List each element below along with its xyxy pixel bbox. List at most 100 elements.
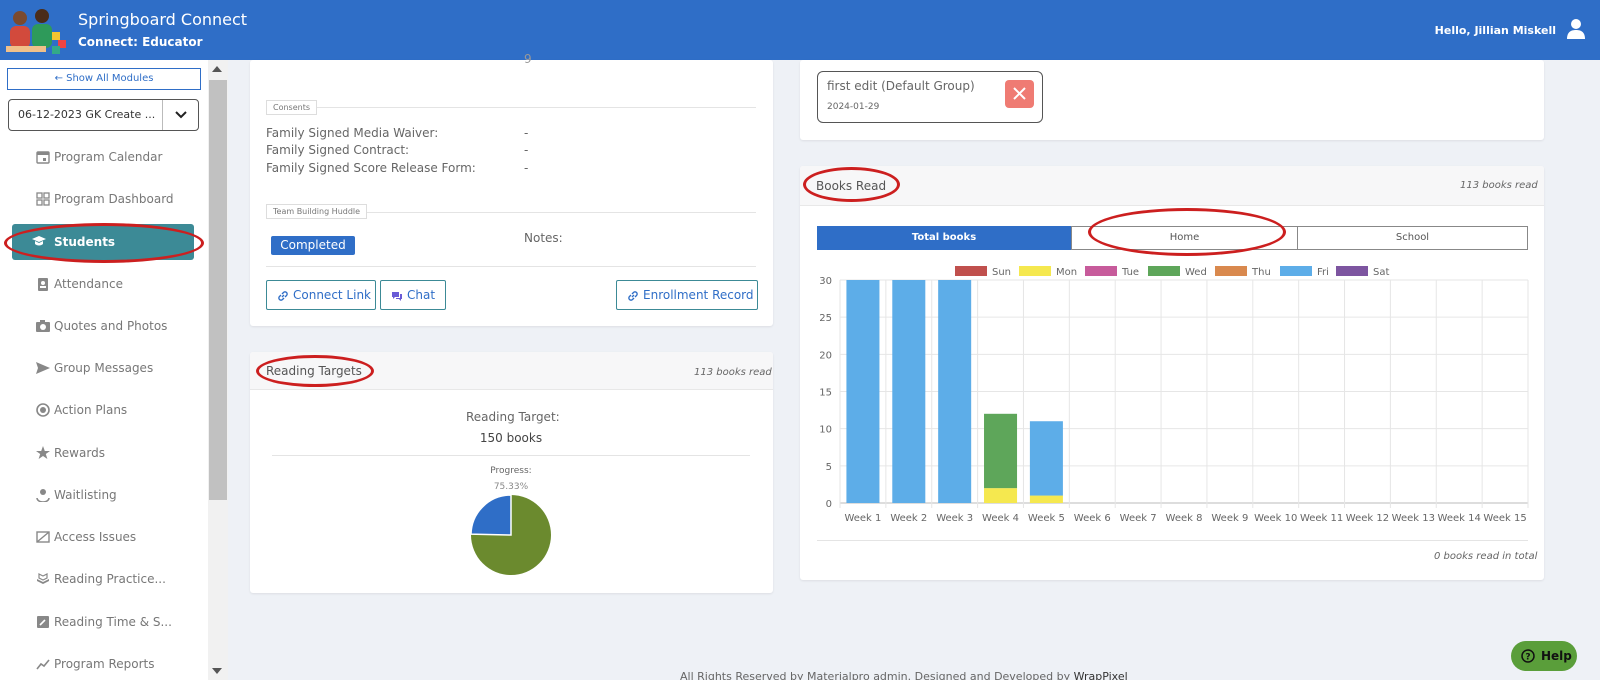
book-hand-icon <box>37 573 49 584</box>
sidebar-item-quotes-and-photos[interactable]: Quotes and Photos <box>12 309 194 343</box>
reading-targets-title: Reading Targets <box>266 364 362 378</box>
legend-swatch <box>1215 266 1247 276</box>
sidebar-item-label: Program Reports <box>54 657 155 671</box>
x-tick-label: Week 10 <box>1254 513 1297 524</box>
contract-value: - <box>524 143 529 157</box>
user-greeting[interactable]: Hello, Jillian Miskell <box>1434 24 1556 37</box>
footer-link[interactable]: WrapPixel <box>1073 670 1128 680</box>
star-icon <box>36 446 50 459</box>
sidebar-item-program-reports[interactable]: Program Reports <box>12 647 194 680</box>
sidebar-item-waitlisting[interactable]: Waitlisting <box>12 478 194 512</box>
connect-link-button[interactable]: Connect Link <box>266 280 376 310</box>
reading-target-value: 150 books <box>479 431 543 445</box>
legend-item-mon[interactable]: Mon <box>1019 266 1077 278</box>
group-name: first edit (Default Group) <box>827 79 975 93</box>
sidebar-item-rewards[interactable]: Rewards <box>12 436 194 470</box>
graduation-cap-icon <box>32 236 46 246</box>
top-value: 9 <box>524 52 532 66</box>
sidebar-item-label: Quotes and Photos <box>54 319 168 333</box>
springboard-logo[interactable] <box>2 2 68 56</box>
y-tick-label: 20 <box>819 350 832 361</box>
legend-swatch <box>1085 266 1117 276</box>
x-tick-label: Week 6 <box>1074 513 1111 524</box>
tab-total-books[interactable]: Total books <box>817 226 1071 250</box>
tab-school[interactable]: School <box>1297 226 1528 250</box>
scroll-up-icon[interactable] <box>212 66 222 72</box>
x-tick-label: Week 8 <box>1166 513 1203 524</box>
legend-item-wed[interactable]: Wed <box>1148 266 1207 278</box>
chevron-down-icon[interactable] <box>162 100 198 130</box>
x-tick-label: Week 12 <box>1346 513 1389 524</box>
legend-swatch <box>955 266 987 276</box>
progress-label: Progress: <box>490 466 532 476</box>
legend-label: Sun <box>992 267 1012 278</box>
enrollment-record-button[interactable]: Enrollment Record <box>616 280 758 310</box>
sidebar-item-label: Reading Practice... <box>54 572 166 586</box>
user-icon[interactable] <box>1566 18 1586 40</box>
sidebar-item-action-plans[interactable]: Action Plans <box>12 393 194 427</box>
sidebar-scroll-thumb[interactable] <box>209 80 227 500</box>
sidebar-item-reading-time-s[interactable]: Reading Time & S... <box>12 605 194 639</box>
sidebar-item-group-messages[interactable]: Group Messages <box>12 351 194 385</box>
tab-home[interactable]: Home <box>1071 226 1298 250</box>
show-all-modules-button[interactable]: ← Show All Modules <box>7 68 201 90</box>
sidebar-item-program-dashboard[interactable]: Program Dashboard <box>12 182 194 216</box>
score-release-value: - <box>524 161 529 175</box>
legend-swatch <box>1336 266 1368 276</box>
legend-item-tue[interactable]: Tue <box>1085 266 1139 278</box>
legend-item-sat[interactable]: Sat <box>1336 266 1389 278</box>
legend-swatch <box>1019 266 1051 276</box>
progress-pie-chart <box>470 494 551 575</box>
sidebar-item-reading-practice[interactable]: Reading Practice... <box>12 562 194 596</box>
sidebar-item-program-calendar[interactable]: Program Calendar <box>12 140 194 174</box>
target-icon <box>36 403 50 417</box>
divider <box>272 455 750 456</box>
enrollment-record-label: Enrollment Record <box>643 288 754 302</box>
x-tick-label: Week 13 <box>1392 513 1435 524</box>
legend-label: Thu <box>1252 267 1271 278</box>
sidebar-item-label: Group Messages <box>54 361 154 375</box>
books-read-header <box>800 166 1544 206</box>
books-read-footer: 0 books read in total <box>1434 551 1538 562</box>
legend-item-fri[interactable]: Fri <box>1280 266 1329 278</box>
sidebar-item-label: Reading Time & S... <box>54 615 172 629</box>
edit-square-icon <box>37 616 49 628</box>
camera-icon <box>36 320 50 332</box>
books-read-meta: 113 books read <box>1460 180 1538 191</box>
grid-icon <box>36 192 50 206</box>
bar-wed-week-4 <box>984 413 1018 489</box>
legend-label: Sat <box>1373 267 1390 278</box>
link-icon <box>628 291 638 301</box>
scroll-down-icon[interactable] <box>212 668 222 674</box>
sidebar-item-attendance[interactable]: Attendance <box>12 267 194 301</box>
sidebar <box>0 60 208 680</box>
x-tick-label: Week 5 <box>1028 513 1065 524</box>
legend-item-thu[interactable]: Thu <box>1215 266 1271 278</box>
sidebar-item-label: Access Issues <box>54 530 137 544</box>
calendar-icon <box>36 151 50 164</box>
sidebar-item-label: Rewards <box>54 446 105 460</box>
sidebar-item-label: Waitlisting <box>54 488 117 502</box>
sidebar-item-students[interactable]: Students <box>12 224 194 260</box>
help-button[interactable]: ? Help <box>1511 641 1577 671</box>
page-footer: All Rights Reserved by Materialpro admin… <box>680 670 1128 680</box>
bar-fri-week-3 <box>938 280 972 503</box>
legend-label: Mon <box>1056 267 1078 278</box>
x-tick-label: Week 3 <box>936 513 973 524</box>
media-waiver-label: Family Signed Media Waiver: <box>266 126 439 140</box>
legend-item-sun[interactable]: Sun <box>955 266 1011 278</box>
remove-group-button[interactable] <box>1005 80 1034 108</box>
y-tick-label: 30 <box>819 276 832 287</box>
consents-label: Consents <box>266 100 318 115</box>
chat-button[interactable]: Chat <box>380 280 446 310</box>
x-tick-label: Week 15 <box>1483 513 1526 524</box>
divider <box>266 212 756 213</box>
no-image-icon <box>36 531 50 543</box>
divider <box>817 540 1528 541</box>
sidebar-item-access-issues[interactable]: Access Issues <box>12 520 194 554</box>
progress-value: 75.33% <box>493 482 529 492</box>
reading-targets-meta: 113 books read <box>694 367 772 378</box>
program-select[interactable]: 06-12-2023 GK Create ... <box>8 99 199 131</box>
divider <box>266 107 756 108</box>
books-read-bar-chart: 0 5 10 15 20 25 30 Week 1 Week 2 Week 3 Week 4 Week… <box>819 276 1529 524</box>
